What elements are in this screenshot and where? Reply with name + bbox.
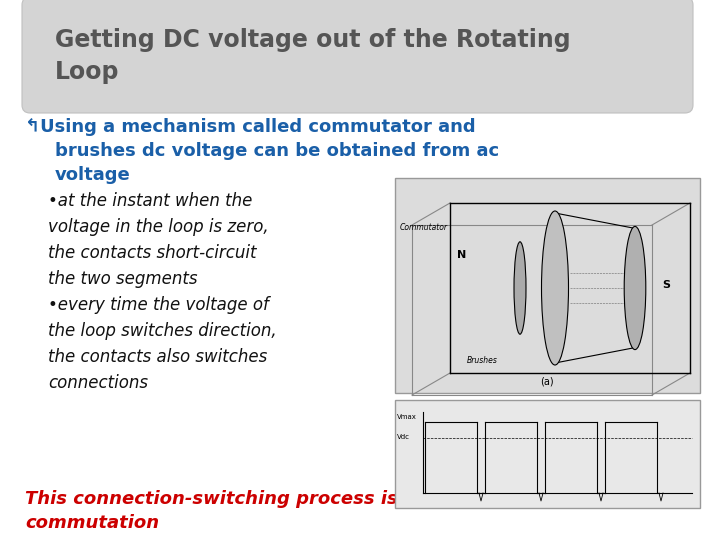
Ellipse shape: [624, 226, 646, 349]
Text: the two segments: the two segments: [48, 270, 197, 288]
Ellipse shape: [514, 242, 526, 334]
Text: N: N: [457, 250, 467, 260]
Text: •every time the voltage of: •every time the voltage of: [48, 296, 269, 314]
Text: brushes dc voltage can be obtained from ac: brushes dc voltage can be obtained from …: [55, 142, 499, 160]
Text: the loop switches direction,: the loop switches direction,: [48, 322, 276, 340]
Ellipse shape: [541, 211, 569, 365]
Text: Brushes: Brushes: [467, 356, 498, 365]
Text: Getting DC voltage out of the Rotating: Getting DC voltage out of the Rotating: [55, 28, 571, 52]
Text: Vmax: Vmax: [397, 414, 417, 420]
Text: This connection-switching process is known as: This connection-switching process is kno…: [25, 490, 500, 508]
Text: voltage in the loop is zero,: voltage in the loop is zero,: [48, 218, 269, 236]
FancyBboxPatch shape: [395, 400, 700, 508]
Text: commutation: commutation: [25, 514, 159, 532]
Text: Vdc: Vdc: [397, 434, 410, 440]
FancyBboxPatch shape: [22, 0, 693, 113]
FancyBboxPatch shape: [395, 178, 700, 393]
Text: ↰Using a mechanism called commutator and: ↰Using a mechanism called commutator and: [25, 118, 476, 136]
Text: the contacts also switches: the contacts also switches: [48, 348, 267, 366]
Text: voltage: voltage: [55, 166, 131, 184]
Text: Loop: Loop: [55, 60, 120, 84]
Text: the contacts short-circuit: the contacts short-circuit: [48, 244, 256, 262]
Text: •at the instant when the: •at the instant when the: [48, 192, 253, 210]
Text: (a): (a): [540, 377, 554, 387]
Text: connections: connections: [48, 374, 148, 392]
Text: Commutator: Commutator: [400, 223, 448, 232]
Text: S: S: [662, 280, 670, 290]
